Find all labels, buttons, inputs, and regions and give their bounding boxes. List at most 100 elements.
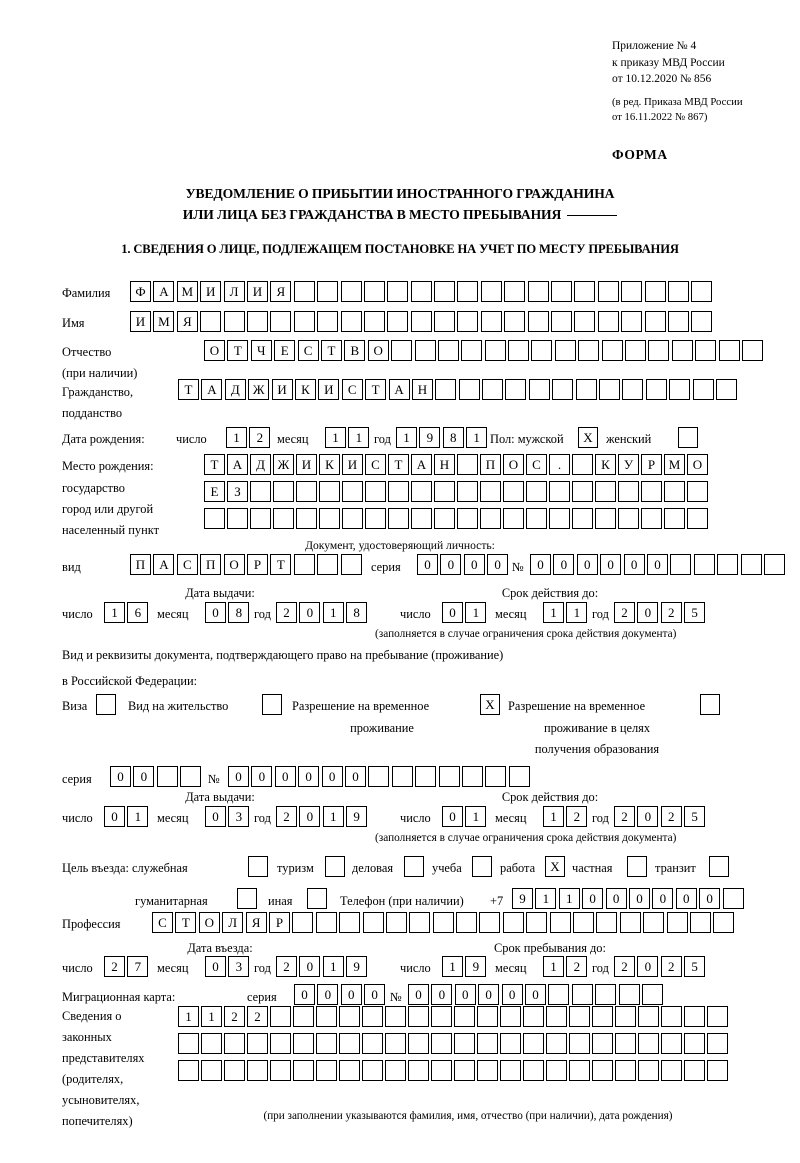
patronymic-cell[interactable]: Т: [320, 340, 342, 361]
citizenship-cell[interactable]: А: [388, 379, 410, 400]
doc-number-cell[interactable]: [693, 554, 715, 575]
legal-rep-cell[interactable]: [500, 1033, 521, 1054]
residence-permit-checkbox[interactable]: [262, 694, 282, 715]
patronymic-cell[interactable]: [414, 340, 436, 361]
birthplace-cell[interactable]: [480, 481, 501, 502]
profession-cell[interactable]: [409, 912, 431, 933]
legal-rep-cell[interactable]: [316, 1006, 337, 1027]
birthplace-cell[interactable]: [572, 481, 593, 502]
legal-rep-cell[interactable]: [385, 1033, 406, 1054]
firstname-cell[interactable]: [434, 311, 456, 332]
purpose-study-checkbox[interactable]: [472, 856, 492, 877]
firstname-cell[interactable]: [293, 311, 315, 332]
profession-cell[interactable]: [315, 912, 337, 933]
doc-valid-month-cell[interactable]: 1: [566, 602, 588, 623]
purpose-business-checkbox[interactable]: [404, 856, 424, 877]
phone-cell[interactable]: 0: [605, 888, 627, 909]
profession-cell[interactable]: [292, 912, 314, 933]
birth-year-cell[interactable]: 1: [396, 427, 417, 448]
permit-number-cell[interactable]: [391, 766, 413, 787]
citizenship-cell[interactable]: [458, 379, 480, 400]
doc-number-cell[interactable]: 0: [600, 554, 622, 575]
profession-cell[interactable]: [643, 912, 665, 933]
firstname-cell[interactable]: [363, 311, 385, 332]
permit-series-cell[interactable]: 0: [133, 766, 155, 787]
permit-issue-month-cell[interactable]: 3: [228, 806, 250, 827]
stay-year-cell[interactable]: 0: [637, 956, 659, 977]
doc-issue-day-cell[interactable]: 1: [104, 602, 125, 623]
surname-cell[interactable]: [480, 281, 502, 302]
firstname-cell[interactable]: М: [153, 311, 175, 332]
legal-rep-cell[interactable]: [523, 1033, 544, 1054]
purpose-service-checkbox[interactable]: [248, 856, 268, 877]
citizenship-cell[interactable]: Н: [411, 379, 433, 400]
doc-series-cell[interactable]: 0: [463, 554, 485, 575]
birthplace-cell[interactable]: [457, 481, 478, 502]
legal-rep-cell[interactable]: [523, 1006, 544, 1027]
firstname-cell[interactable]: [480, 311, 502, 332]
stay-year-cell[interactable]: 2: [660, 956, 682, 977]
entry-day-cell[interactable]: 7: [127, 956, 149, 977]
legal-rep-cell[interactable]: [293, 1033, 314, 1054]
legal-rep-cell[interactable]: [408, 1060, 429, 1081]
firstname-cell[interactable]: [410, 311, 432, 332]
doc-number-cell[interactable]: [670, 554, 692, 575]
firstname-cell[interactable]: [270, 311, 292, 332]
entry-month-cell[interactable]: 3: [228, 956, 250, 977]
legal-rep-cell[interactable]: [408, 1006, 429, 1027]
patronymic-cell[interactable]: [671, 340, 693, 361]
legal-rep-cell[interactable]: [661, 1006, 682, 1027]
surname-cell[interactable]: Л: [223, 281, 245, 302]
legal-rep-cell[interactable]: [385, 1060, 406, 1081]
doc-kind-cell[interactable]: [340, 554, 362, 575]
profession-cell[interactable]: О: [198, 912, 220, 933]
legal-rep-cell[interactable]: [270, 1060, 291, 1081]
firstname-cell[interactable]: [340, 311, 362, 332]
profession-cell[interactable]: [362, 912, 384, 933]
surname-cell[interactable]: Я: [270, 281, 292, 302]
birthplace-cell[interactable]: [434, 508, 455, 529]
profession-cell[interactable]: [596, 912, 618, 933]
legal-rep-cell[interactable]: [638, 1033, 659, 1054]
legal-rep-cell[interactable]: [270, 1006, 291, 1027]
permit-number-cell[interactable]: 0: [228, 766, 249, 787]
birth-month-cell[interactable]: 1: [325, 427, 346, 448]
phone-cell[interactable]: 0: [699, 888, 721, 909]
stay-year-cell[interactable]: 5: [684, 956, 706, 977]
legal-rep-cell[interactable]: [431, 1033, 452, 1054]
entry-month-cell[interactable]: 0: [205, 956, 226, 977]
firstname-cell[interactable]: [691, 311, 713, 332]
legal-rep-cell[interactable]: [178, 1060, 199, 1081]
purpose-private-checkbox[interactable]: [627, 856, 647, 877]
legal-rep-cell[interactable]: 1: [178, 1006, 199, 1027]
doc-number-cell[interactable]: 0: [623, 554, 645, 575]
purpose-work-checkbox[interactable]: X: [545, 856, 565, 877]
surname-cell[interactable]: [551, 281, 573, 302]
legal-rep-cell[interactable]: [615, 1006, 636, 1027]
birthplace-cell[interactable]: [319, 508, 340, 529]
patronymic-cell[interactable]: Ч: [250, 340, 272, 361]
patronymic-cell[interactable]: [531, 340, 553, 361]
doc-kind-cell[interactable]: О: [223, 554, 245, 575]
profession-cell[interactable]: [666, 912, 688, 933]
birthplace-cell[interactable]: [388, 508, 409, 529]
legal-rep-cell[interactable]: [684, 1060, 705, 1081]
birthplace-cell[interactable]: [549, 481, 570, 502]
permit-issue-year-cell[interactable]: 0: [299, 806, 321, 827]
legal-rep-cell[interactable]: [224, 1033, 245, 1054]
birthplace-cell[interactable]: И: [296, 454, 317, 475]
surname-cell[interactable]: [644, 281, 666, 302]
legal-rep-cell[interactable]: 1: [201, 1006, 222, 1027]
doc-series-cell[interactable]: 0: [417, 554, 438, 575]
permit-number-cell[interactable]: [508, 766, 530, 787]
